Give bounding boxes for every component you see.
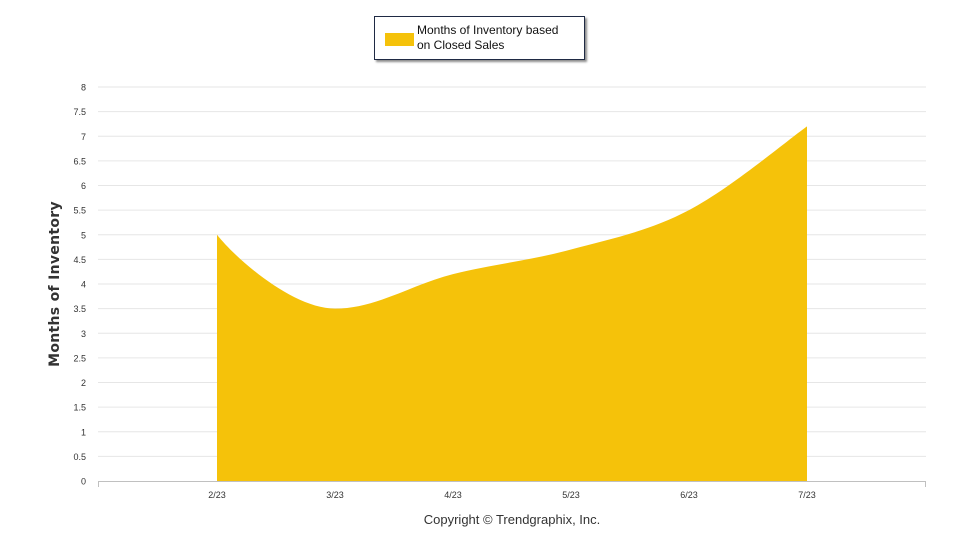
y-tick-label: 4.5	[73, 255, 86, 265]
series-area-layer	[217, 126, 807, 482]
y-axis-title: Months of Inventory	[47, 201, 63, 367]
x-tick-label: 2/23	[208, 490, 226, 500]
y-tick-label: 3	[81, 329, 86, 339]
legend-label-line1: Months of Inventory based	[417, 23, 559, 37]
copyright-text: Copyright © Trendgraphix, Inc.	[423, 512, 601, 527]
x-tick-label: 7/23	[798, 490, 816, 500]
legend: Months of Inventory based on Closed Sale…	[374, 16, 585, 60]
y-tick-label: 6	[81, 181, 86, 191]
y-tick-label: 7	[81, 132, 86, 142]
y-tick-label: 0.5	[73, 452, 86, 462]
y-tick-label: 6.5	[73, 156, 86, 166]
legend-swatch	[385, 33, 414, 46]
series-area	[217, 126, 807, 482]
y-tick-label: 4	[81, 280, 86, 290]
legend-label-line2: on Closed Sales	[417, 38, 505, 52]
y-tick-labels: 0 0.5 1 1.5 2 2.5 3 3.5 4 4.5 5 5.5 6 6.5 7 7.5 8	[73, 83, 86, 487]
x-tick-label: 6/23	[680, 490, 698, 500]
x-tick-label: 5/23	[562, 490, 580, 500]
y-tick-label: 3.5	[73, 304, 86, 314]
y-tick-label: 1	[81, 427, 86, 437]
y-tick-label: 5	[81, 230, 86, 240]
x-tick-label: 3/23	[326, 490, 344, 500]
y-tick-label: 0	[81, 477, 86, 487]
y-tick-label: 2.5	[73, 353, 86, 363]
x-tick-label: 4/23	[444, 490, 462, 500]
y-tick-label: 1.5	[73, 403, 86, 413]
x-tick-labels: 2/23 3/23 4/23 5/23 6/23 7/23	[208, 490, 816, 500]
y-tick-label: 8	[81, 83, 86, 93]
y-tick-label: 7.5	[73, 107, 86, 117]
axes	[98, 481, 926, 487]
legend-label: Months of Inventory based on Closed Sale…	[417, 23, 582, 53]
y-tick-label: 2	[81, 378, 86, 388]
y-tick-label: 5.5	[73, 206, 86, 216]
